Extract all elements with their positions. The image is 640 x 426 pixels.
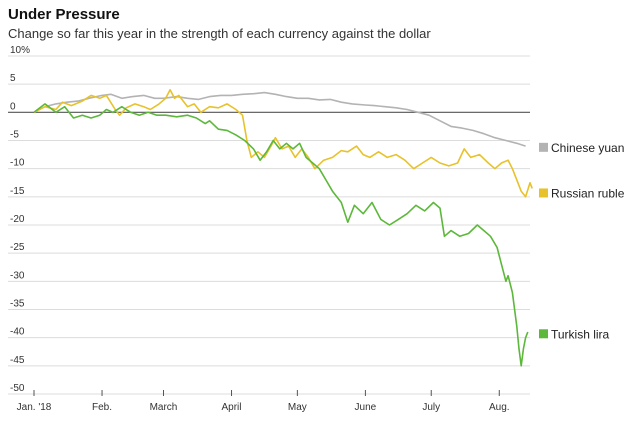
x-tick-label: Jan. '18 — [17, 402, 52, 413]
y-tick-label: -20 — [10, 214, 25, 225]
y-tick-label: -25 — [10, 242, 25, 253]
chart-title: Under Pressure — [8, 6, 120, 23]
series-line — [33, 91, 526, 147]
y-tick-label: -10 — [10, 158, 25, 169]
chart-subtitle: Change so far this year in the strength … — [8, 26, 431, 41]
x-tick-label: June — [355, 402, 377, 413]
x-axis-ticks: Jan. '18 Feb. March April May June July Aug. — [17, 390, 510, 413]
y-tick-label: -50 — [10, 383, 25, 394]
legend-swatch — [539, 329, 548, 339]
y-tick-label: 5 — [10, 73, 16, 84]
legend-label: Turkish lira — [551, 327, 610, 341]
x-tick-label: May — [288, 402, 307, 413]
x-tick-label: Aug. — [489, 402, 510, 413]
y-tick-label: 0 — [10, 101, 16, 112]
y-tick-label: -15 — [10, 186, 25, 197]
series-lines — [33, 89, 533, 367]
gridlines — [8, 55, 530, 395]
y-tick-label: 10% — [10, 45, 30, 56]
legend-label: Russian ruble — [551, 186, 625, 200]
y-tick-label: -45 — [10, 355, 25, 366]
y-tick-label: -40 — [10, 327, 25, 338]
x-tick-label: July — [422, 402, 440, 413]
y-tick-label: -5 — [10, 130, 19, 141]
series-line — [33, 89, 533, 198]
legend: Chinese yuan Russian ruble Turkish lira — [539, 141, 625, 341]
y-axis-ticks: 10% 5 0 -5 -10 -15 -20 -25 -30 -35 -40 -45 -50 — [10, 45, 30, 394]
x-tick-label: April — [222, 402, 242, 413]
x-tick-label: Feb. — [92, 402, 112, 413]
legend-swatch — [539, 142, 548, 152]
y-tick-label: -30 — [10, 270, 25, 281]
x-tick-label: March — [150, 402, 178, 413]
legend-swatch — [539, 188, 548, 198]
series-line — [33, 103, 529, 367]
legend-label: Chinese yuan — [551, 141, 624, 155]
y-tick-label: -35 — [10, 299, 25, 310]
